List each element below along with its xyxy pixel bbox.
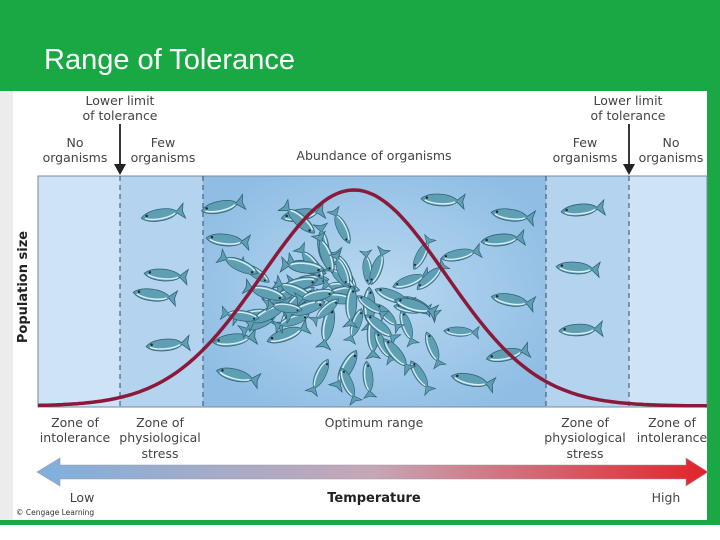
zone-intolerance-right-bg [629, 176, 707, 407]
temperature-axis-label: Temperature [327, 491, 421, 506]
fish-icon [304, 358, 330, 398]
fish-icon [560, 198, 607, 217]
fish-icon [293, 288, 335, 308]
fish-icon [490, 293, 537, 313]
lower-limit-right-line2: of tolerance [590, 108, 665, 123]
fish-icon [393, 297, 440, 322]
right-border-strip [707, 91, 720, 523]
fish-icon [356, 295, 390, 323]
fish-group [132, 193, 607, 406]
fish-icon [132, 288, 179, 308]
zone-intolerance-left-line1: Zone of [51, 415, 99, 430]
fish-icon [140, 202, 187, 222]
fish-icon [241, 277, 287, 301]
few-organisms-left-line2: organisms [131, 150, 196, 165]
fish-icon [490, 208, 537, 228]
fish-icon [212, 327, 259, 347]
fish-icon [399, 310, 421, 348]
lower-limit-right-line1: Lower limit [594, 93, 663, 108]
zone-stress-right-line2: physiological [544, 430, 625, 445]
fish-icon [307, 298, 340, 328]
fish-icon [200, 193, 247, 214]
lower-limit-left-line1: Lower limit [86, 93, 155, 108]
fish-icon [339, 367, 364, 406]
no-organisms-left-line2: organisms [43, 150, 108, 165]
plot-frame [37, 175, 708, 408]
lower-limit-arrowhead-left [114, 164, 126, 175]
fish-icon [440, 242, 483, 262]
fish-icon [555, 261, 601, 279]
copyright-text: © Cengage Learning [16, 508, 94, 517]
fish-icon [326, 205, 351, 244]
fish-icon [145, 334, 192, 352]
zone-stress-right-line1: Zone of [561, 415, 609, 430]
no-organisms-right-line1: No [663, 135, 680, 150]
zone-optimum-label: Optimum range [325, 415, 424, 430]
title-bar [0, 0, 720, 91]
zone-intolerance-left-bg [38, 176, 120, 407]
zone-stress-left-line2: physiological [119, 430, 200, 445]
fish-icon [266, 318, 312, 344]
no-organisms-left-line1: No [67, 135, 84, 150]
fish-icon [383, 338, 417, 377]
fish-icon [341, 285, 359, 329]
fish-icon [219, 305, 260, 322]
fish-icon [362, 360, 378, 400]
fish-icon [425, 331, 447, 370]
fish-icon [265, 297, 303, 314]
temperature-low-label: Low [70, 490, 95, 505]
fish-icon [375, 303, 406, 335]
fish-icon [143, 268, 190, 286]
population-curve [37, 188, 708, 408]
fish-icon [450, 373, 497, 394]
fish-icon [279, 255, 325, 274]
zone-intolerance-left-line2: intolerance [40, 430, 111, 445]
fish-icon [480, 228, 527, 247]
lower-limit-arrowhead-right [623, 164, 635, 175]
y-axis-label: Population size [16, 231, 31, 343]
lower-limit-left-line2: of tolerance [82, 108, 157, 123]
no-organisms-right-line2: organisms [639, 150, 704, 165]
zone-intolerance-right-line2: intolerance [637, 430, 708, 445]
few-organisms-left-line1: Few [151, 135, 175, 150]
temperature-high-label: High [652, 490, 681, 505]
page-title: Range of Tolerance [44, 44, 295, 76]
bottom-border-strip [0, 520, 720, 525]
fish-icon [364, 314, 402, 347]
few-organisms-right-line2: organisms [553, 150, 618, 165]
zone-intolerance-right-line1: Zone of [648, 415, 696, 430]
left-border-strip [0, 91, 13, 521]
fish-icon [216, 367, 262, 390]
few-organisms-right-line1: Few [573, 135, 597, 150]
zone-stress-left-line1: Zone of [136, 415, 184, 430]
temperature-gradient-arrow [36, 457, 709, 487]
fish-icon [215, 247, 259, 275]
fish-icon [558, 319, 604, 338]
fish-icon [420, 193, 466, 211]
zone-stress-right-line3: stress [567, 446, 604, 461]
abundance-label: Abundance of organisms [296, 148, 451, 163]
fish-icon [369, 245, 392, 286]
zone-stress-left-line3: stress [142, 446, 179, 461]
fish-icon [443, 325, 480, 340]
fish-icon [328, 249, 350, 287]
fish-icon [205, 233, 252, 252]
